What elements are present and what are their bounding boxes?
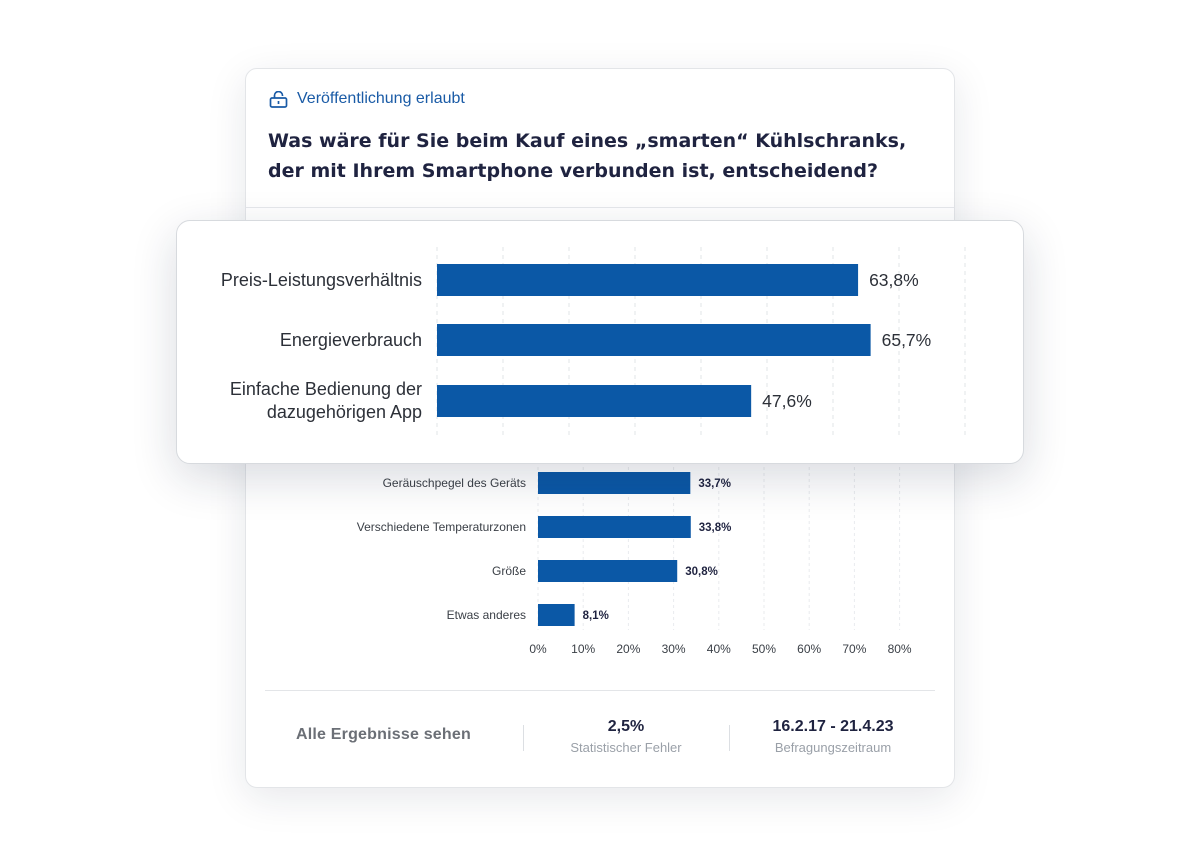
period-label: Befragungszeitraum	[774, 740, 892, 755]
question-line-2: der mit Ihrem Smartphone verbunden ist, …	[268, 160, 878, 182]
divider	[246, 207, 954, 208]
bar	[538, 604, 575, 626]
bar	[437, 324, 871, 356]
bar-chart-full: Geräuschpegel des Geräts 33,7% Verschieden…	[357, 455, 912, 656]
x-tick-label: 70%	[842, 642, 866, 656]
period-value: 16.2.17 - 21.4.23	[772, 718, 894, 735]
highlighted-chart-card: Preis-Leistungsverhältnis 63,8% Energiever…	[176, 220, 1024, 464]
bar	[437, 385, 752, 417]
error-value: 2,5%	[607, 718, 645, 735]
x-tick-label: 10%	[571, 642, 595, 656]
category-label: dazugehörigen App	[267, 402, 422, 422]
survey-question: Was wäre für Sie beim Kauf eines „smarte…	[268, 126, 918, 186]
category-label: Preis-Leistungsverhältnis	[221, 270, 422, 290]
category-label: Geräuschpegel des Geräts	[383, 476, 526, 490]
footer-divider	[265, 690, 935, 691]
see-all-results-link[interactable]: Alle Ergebnisse sehen	[296, 726, 471, 743]
category-label: Größe	[492, 564, 526, 578]
question-line-1: Was wäre für Sie beim Kauf eines „smarte…	[268, 130, 907, 152]
value-label: 63,8%	[869, 270, 919, 290]
x-tick-label: 50%	[752, 642, 776, 656]
x-tick-label: 60%	[797, 642, 821, 656]
publication-badge: Veröffentlichung erlaubt	[269, 88, 465, 110]
bar	[538, 560, 678, 582]
x-tick-label: 40%	[707, 642, 731, 656]
value-label: 8,1%	[583, 610, 609, 622]
category-label: Energieverbrauch	[280, 330, 422, 350]
value-label: 30,8%	[685, 566, 718, 578]
value-label: 65,7%	[882, 330, 932, 350]
bar	[437, 264, 859, 296]
x-tick-label: 80%	[888, 642, 912, 656]
bar	[538, 472, 691, 494]
footer-divider-1	[523, 725, 524, 751]
value-label: 33,7%	[698, 478, 731, 490]
statistical-error: 2,5% Statistischer Fehler	[546, 716, 706, 758]
error-label: Statistischer Fehler	[570, 740, 682, 755]
badge-label: Veröffentlichung erlaubt	[297, 90, 465, 107]
x-tick-label: 30%	[662, 642, 686, 656]
value-label: 47,6%	[762, 391, 812, 411]
bar-chart-highlight: Preis-Leistungsverhältnis 63,8% Energiever…	[221, 247, 966, 439]
x-tick-label: 0%	[529, 642, 547, 656]
footer-divider-2	[729, 725, 730, 751]
bar	[538, 516, 691, 538]
category-label: Etwas anderes	[447, 608, 526, 622]
x-tick-label: 20%	[616, 642, 640, 656]
category-label: Verschiedene Temperaturzonen	[357, 520, 526, 534]
survey-period: 16.2.17 - 21.4.23 Befragungszeitraum	[748, 716, 918, 758]
unlock-icon	[269, 90, 288, 108]
category-label: Einfache Bedienung der	[230, 379, 422, 399]
value-label: 33,8%	[699, 522, 732, 534]
